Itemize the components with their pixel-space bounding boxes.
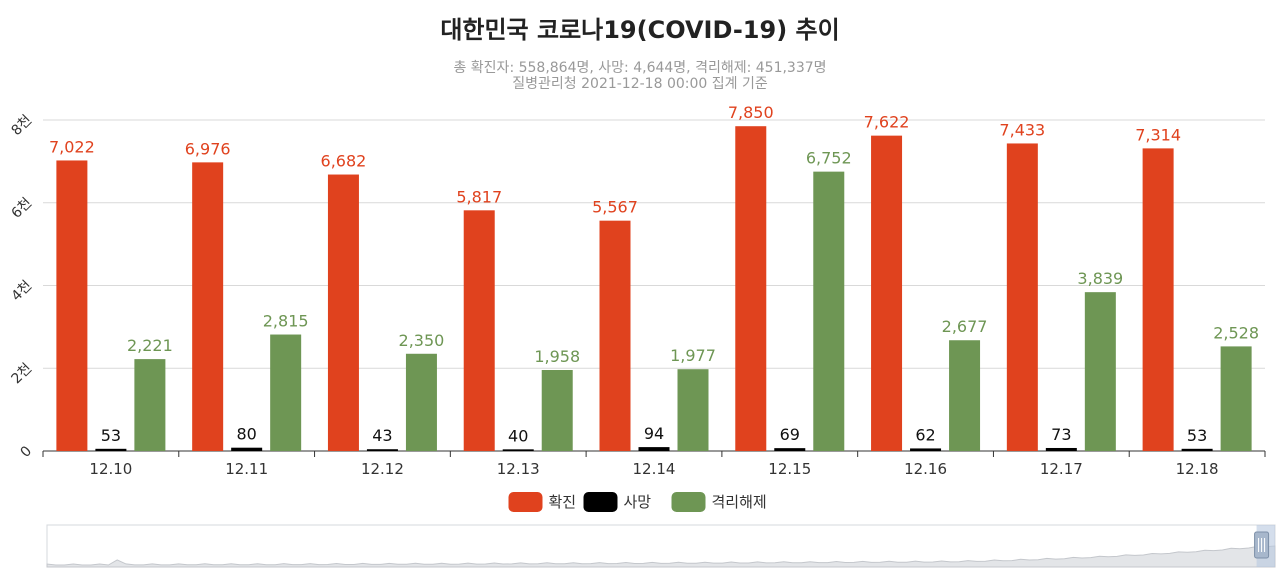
bar-value-label: 7,622 [864, 113, 910, 132]
bar-value-label: 6,976 [185, 139, 231, 158]
y-tick-label: 0 [18, 443, 36, 461]
legend-swatch [671, 492, 706, 512]
x-tick-label: 12.11 [225, 460, 268, 478]
zoom-slider-handle[interactable] [1254, 531, 1270, 559]
bar-value-label: 73 [1051, 425, 1071, 444]
bar-value-label: 40 [508, 426, 528, 445]
bar-value-label: 5,567 [592, 198, 638, 217]
bar [1142, 148, 1174, 452]
y-tick-label: 4천 [8, 278, 35, 305]
x-tick-label: 12.10 [89, 460, 132, 478]
bar [774, 448, 806, 451]
bar-value-label: 7,433 [999, 120, 1045, 139]
bar [192, 162, 224, 452]
x-tick-label: 12.15 [768, 460, 811, 478]
bar [541, 369, 573, 451]
bar-value-label: 7,314 [1135, 125, 1181, 144]
bar-value-label: 1,977 [670, 346, 716, 365]
bar-value-label: 6,752 [806, 149, 852, 168]
zoom-slider[interactable] [46, 524, 1276, 568]
bar [949, 340, 981, 451]
bar-value-label: 69 [780, 425, 800, 444]
y-tick-label: 8천 [8, 112, 35, 139]
bar [910, 448, 942, 451]
bar [871, 135, 903, 451]
bar [95, 448, 127, 451]
bar [638, 447, 670, 451]
x-axis: 12.10 12.11 12.12 12.13 12.14 12.15 12.16 12.17… [42, 450, 1266, 478]
legend: 확진 사망 격리해제 [508, 492, 767, 512]
bar [677, 369, 709, 451]
bar [1084, 292, 1116, 451]
bar-value-label: 2,528 [1213, 323, 1259, 342]
bar [56, 160, 88, 451]
bar [366, 449, 398, 451]
chart-title: 대한민국 코로나19(COVID-19) 추이 [440, 16, 839, 44]
legend-swatch [583, 492, 618, 512]
bar [270, 334, 302, 451]
legend-item[interactable]: 격리해제 [671, 492, 767, 512]
bar-value-label: 53 [101, 426, 121, 445]
bar [463, 210, 495, 451]
bar [1181, 448, 1213, 451]
bar-value-label: 43 [372, 426, 392, 445]
zoom-slider-preview [46, 545, 1276, 568]
legend-item[interactable]: 사망 [583, 492, 652, 512]
bars [56, 126, 1252, 452]
bar-value-label: 94 [644, 424, 664, 443]
bar-value-label: 1,958 [534, 347, 580, 366]
bar [813, 171, 845, 452]
bar [231, 447, 263, 451]
bar-value-label: 53 [1187, 426, 1207, 445]
legend-label: 격리해제 [712, 493, 767, 511]
x-tick-label: 12.12 [361, 460, 404, 478]
chart-subtitle-line-2: 질병관리청 2021-12-18 00:00 집계 기준 [512, 76, 768, 92]
chart-subtitle-line-1: 총 확진자: 558,864명, 사망: 4,644명, 격리해제: 451,3… [453, 60, 826, 76]
bar [134, 359, 166, 451]
legend-label: 사망 [624, 493, 652, 511]
legend-swatch [508, 492, 543, 512]
legend-item[interactable]: 확진 [508, 492, 577, 512]
bar [735, 126, 767, 452]
x-tick-label: 12.14 [633, 460, 676, 478]
bar-value-label: 2,677 [942, 317, 988, 336]
x-tick-label: 12.17 [1040, 460, 1083, 478]
bar-value-label: 2,350 [399, 331, 445, 350]
bar-value-label: 5,817 [456, 187, 502, 206]
x-tick-label: 12.18 [1176, 460, 1219, 478]
bar-value-label: 3,839 [1077, 269, 1123, 288]
bar [502, 449, 534, 451]
bar-value-label: 80 [236, 425, 256, 444]
legend-label: 확진 [549, 493, 577, 511]
bar [405, 353, 437, 451]
grid-lines [43, 119, 1265, 369]
bar-value-label: 7,850 [728, 103, 774, 122]
bar-value-label: 7,022 [49, 137, 95, 156]
bar [599, 220, 631, 451]
x-tick-label: 12.16 [904, 460, 947, 478]
bar [1045, 447, 1077, 451]
y-tick-label: 2천 [8, 360, 35, 387]
bar-value-label: 2,221 [127, 336, 173, 355]
data-labels: 7,022 6,976 6,682 5,817 5,567 7,850 7,622 7,433… [49, 103, 1259, 445]
bar-value-label: 6,682 [321, 152, 367, 171]
y-tick-label: 6천 [8, 195, 35, 222]
bar-value-label: 62 [915, 425, 935, 444]
y-axis: 0 2천 4천 6천 8천 [8, 112, 35, 461]
bar [1006, 143, 1038, 451]
x-tick-label: 12.13 [497, 460, 540, 478]
bar-value-label: 2,815 [263, 312, 309, 331]
bar [1220, 346, 1252, 451]
bar [327, 174, 359, 451]
